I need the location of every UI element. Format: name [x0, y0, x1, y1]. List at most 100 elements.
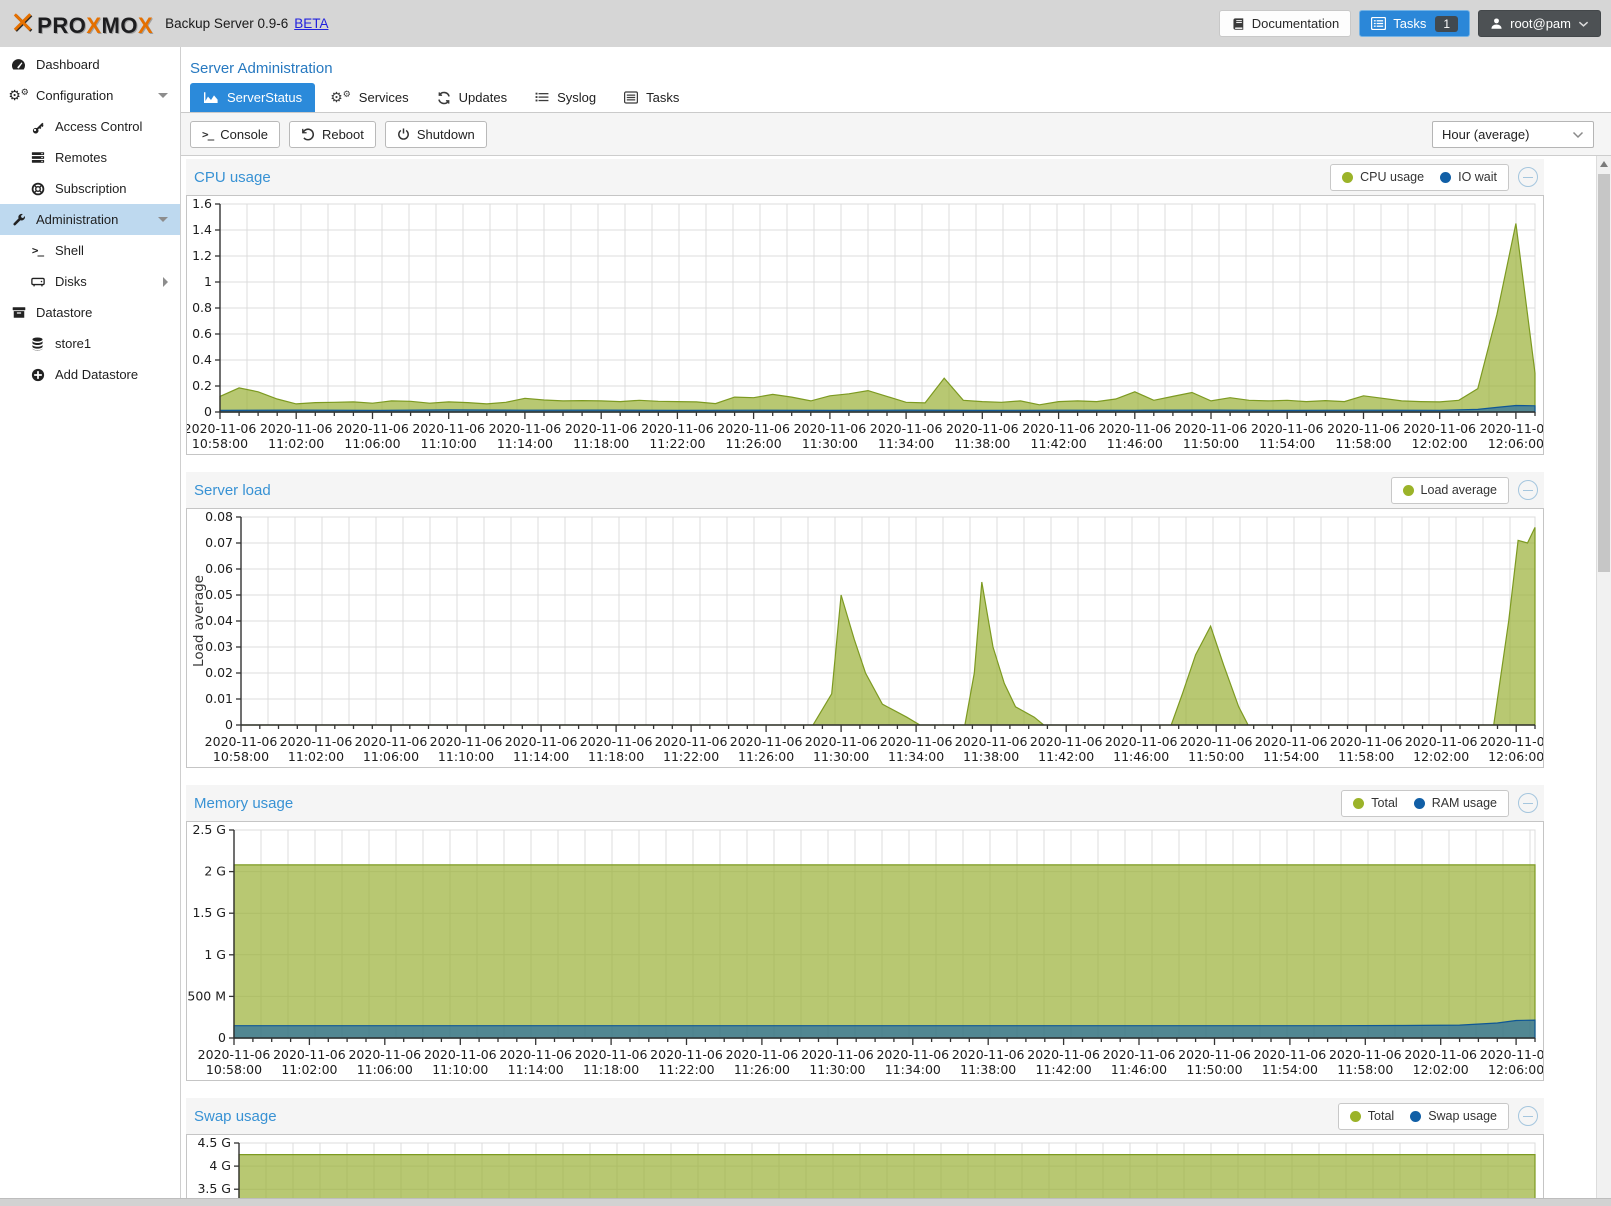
collapse-panel-button[interactable]	[1518, 1106, 1538, 1126]
svg-text:11:46:00: 11:46:00	[1113, 749, 1169, 764]
sidebar-item-label: Datastore	[36, 305, 93, 320]
tab-tasks[interactable]: Tasks	[611, 83, 692, 112]
scroll-up-arrow[interactable]	[1597, 156, 1611, 172]
console-button[interactable]: >_ Console	[190, 120, 280, 148]
svg-text:11:06:00: 11:06:00	[363, 749, 419, 764]
sidebar-item-label: Disks	[55, 274, 87, 289]
chart-area-icon	[203, 91, 219, 104]
legend-dot-icon	[1353, 797, 1365, 809]
sidebar-item-store1[interactable]: store1	[0, 328, 180, 359]
tachometer-icon	[10, 58, 27, 71]
svg-text:2020-11-06: 2020-11-06	[730, 734, 803, 749]
svg-text:11:30:00: 11:30:00	[802, 436, 858, 451]
legend-entry-io-wait[interactable]: IO wait	[1440, 170, 1497, 184]
chevron-down-icon	[1572, 127, 1584, 142]
svg-text:2020-11-06: 2020-11-06	[726, 1047, 799, 1062]
beta-link[interactable]: BETA	[294, 16, 329, 31]
svg-text:12:02:00: 12:02:00	[1412, 436, 1468, 451]
collapse-panel-button[interactable]	[1518, 480, 1538, 500]
sidebar-item-subscription[interactable]: Subscription	[0, 173, 180, 204]
svg-text:2020-11-06: 2020-11-06	[717, 421, 790, 436]
sidebar-item-administration[interactable]: Administration	[0, 204, 180, 235]
svg-text:11:42:00: 11:42:00	[1038, 749, 1094, 764]
sidebar-item-remotes[interactable]: Remotes	[0, 142, 180, 173]
tab-services[interactable]: ⚙⚙ Services	[317, 83, 422, 112]
legend-label: Swap usage	[1428, 1109, 1497, 1123]
sidebar-item-label: Administration	[36, 212, 119, 227]
sidebar-item-add-datastore[interactable]: Add Datastore	[0, 359, 180, 390]
tab-syslog[interactable]: Syslog	[522, 83, 609, 112]
sidebar-item-datastore[interactable]: Datastore	[0, 297, 180, 328]
memory-panel-title: Memory usage	[194, 794, 294, 812]
documentation-button[interactable]: Documentation	[1218, 10, 1352, 37]
svg-text:2020-11-06: 2020-11-06	[1027, 1047, 1100, 1062]
remotes-icon	[29, 151, 46, 164]
disk-icon	[29, 275, 46, 288]
svg-text:11:18:00: 11:18:00	[583, 1062, 639, 1077]
svg-text:11:34:00: 11:34:00	[878, 436, 934, 451]
list-alt-icon	[624, 91, 639, 104]
svg-text:0.06: 0.06	[205, 561, 233, 576]
sidebar-item-disks[interactable]: Disks	[0, 266, 180, 297]
svg-text:2020-11-06: 2020-11-06	[1254, 1047, 1327, 1062]
legend-entry-total[interactable]: Total	[1353, 796, 1398, 810]
vertical-scrollbar[interactable]	[1596, 156, 1611, 1198]
reboot-button[interactable]: Reboot	[288, 120, 376, 148]
svg-text:2020-11-06: 2020-11-06	[489, 421, 562, 436]
sidebar-item-access-control[interactable]: Access Control	[0, 111, 180, 142]
legend-entry-total[interactable]: Total	[1349, 1109, 1394, 1123]
svg-text:2020-11-06: 2020-11-06	[1022, 421, 1095, 436]
scrollbar-thumb[interactable]	[1598, 174, 1610, 572]
sidebar-item-dashboard[interactable]: Dashboard	[0, 49, 180, 80]
swap-panel-header: Swap usage Total Swap usage	[186, 1098, 1544, 1134]
svg-text:11:26:00: 11:26:00	[734, 1062, 790, 1077]
svg-text:1.2: 1.2	[192, 248, 212, 263]
legend-label: IO wait	[1458, 170, 1497, 184]
collapse-panel-button[interactable]	[1518, 167, 1538, 187]
svg-text:0.03: 0.03	[205, 639, 233, 654]
legend-entry-load-average[interactable]: Load average	[1402, 483, 1497, 497]
memory-panel: Memory usage Total RAM usage 0 500 M 1 G 1.5 G…	[186, 785, 1544, 1081]
svg-text:2020-11-06: 2020-11-06	[880, 734, 953, 749]
legend-dot-icon	[1440, 171, 1452, 183]
user-menu-button[interactable]: root@pam	[1478, 10, 1601, 37]
sidebar-item-label: Remotes	[55, 150, 108, 165]
proxmox-x-icon: ✕	[10, 5, 36, 41]
swap-panel-title: Swap usage	[194, 1107, 277, 1125]
legend-entry-cpu-usage[interactable]: CPU usage	[1342, 170, 1424, 184]
collapse-panel-button[interactable]	[1518, 793, 1538, 813]
legend-entry-ram-usage[interactable]: RAM usage	[1413, 796, 1497, 810]
svg-text:11:34:00: 11:34:00	[888, 749, 944, 764]
svg-text:2020-11-06: 2020-11-06	[187, 421, 256, 436]
tab-updates[interactable]: Updates	[424, 83, 520, 112]
svg-text:0: 0	[204, 404, 212, 419]
time-range-select[interactable]: Hour (average)	[1432, 120, 1594, 148]
tab-label: Updates	[458, 90, 508, 105]
svg-text:11:14:00: 11:14:00	[508, 1062, 564, 1077]
tasks-button[interactable]: Tasks 1	[1359, 10, 1471, 37]
legend-label: Total	[1371, 796, 1398, 810]
toolbar: >_ Console Reboot Shutdown Hour (average)	[181, 113, 1611, 156]
svg-text:2020-11-06: 2020-11-06	[1480, 734, 1543, 749]
product-name: Backup Server 0.9-6	[165, 16, 289, 31]
load-panel: Server load Load average 0 0.01 0.02 0.03 0.04…	[186, 472, 1544, 768]
task-list-icon	[1371, 17, 1387, 30]
load-chart: 0 0.01 0.02 0.03 0.04 0.05 0.06 0.07 0.08 2020-11…	[186, 508, 1544, 768]
svg-text:2020-11-06: 2020-11-06	[1030, 734, 1103, 749]
svg-text:0.02: 0.02	[205, 665, 233, 680]
app-header: ✕ PROXMOX Backup Server 0.9-6 BETA Docum…	[0, 0, 1611, 47]
sidebar-item-configuration[interactable]: ⚙⚙ Configuration	[0, 80, 180, 111]
sidebar-item-shell[interactable]: >_ Shell	[0, 235, 180, 266]
svg-text:11:06:00: 11:06:00	[357, 1062, 413, 1077]
svg-text:2020-11-06: 2020-11-06	[1480, 421, 1543, 436]
svg-text:2020-11-06: 2020-11-06	[355, 734, 428, 749]
tab-serverstatus[interactable]: ServerStatus	[190, 83, 316, 112]
svg-text:0.2: 0.2	[192, 378, 212, 393]
collapse-arrow-icon	[158, 217, 168, 222]
svg-text:2020-11-06: 2020-11-06	[1178, 1047, 1251, 1062]
svg-text:0: 0	[218, 1030, 226, 1045]
legend-entry-swap-usage[interactable]: Swap usage	[1410, 1109, 1497, 1123]
svg-text:4 G: 4 G	[209, 1158, 231, 1173]
shutdown-button[interactable]: Shutdown	[384, 120, 487, 148]
